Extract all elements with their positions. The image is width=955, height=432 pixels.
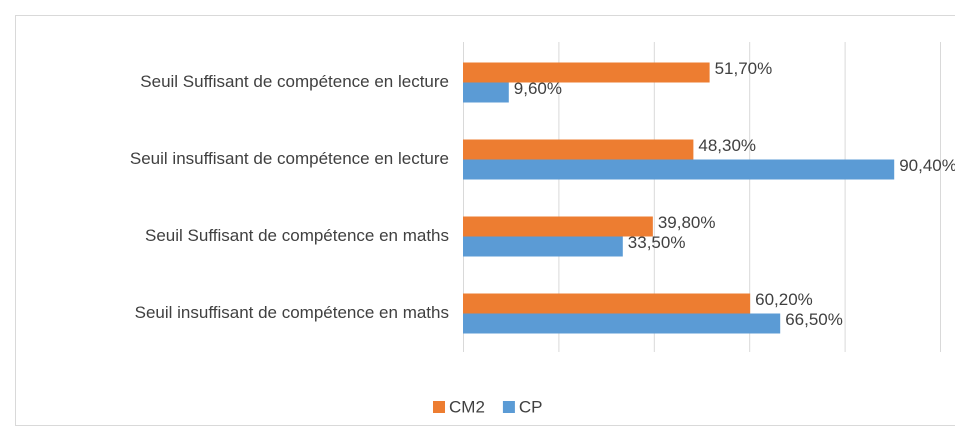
bar xyxy=(463,293,751,314)
y-tick-label: Seuil insuffisant de compétence en maths xyxy=(135,303,449,322)
legend-swatch xyxy=(502,401,515,413)
bar xyxy=(463,236,623,257)
bar xyxy=(463,62,710,83)
legend-label: CM2 xyxy=(449,397,485,416)
bar xyxy=(463,216,653,237)
value-label: 39,80% xyxy=(658,213,716,232)
bar xyxy=(463,139,694,160)
bar xyxy=(463,159,895,180)
y-tick-label: Seuil Suffisant de compétence en lecture xyxy=(140,72,449,91)
bar xyxy=(463,82,509,103)
legend-swatch xyxy=(433,401,445,413)
bar xyxy=(463,313,781,334)
value-label: 48,30% xyxy=(698,136,756,155)
value-label: 66,50% xyxy=(785,310,843,329)
value-label: 9,60% xyxy=(514,79,562,98)
value-label: 60,20% xyxy=(755,290,813,309)
value-label: 51,70% xyxy=(715,59,773,78)
legend-label: CP xyxy=(519,397,543,416)
value-label: 90,40% xyxy=(899,156,955,175)
value-label: 33,50% xyxy=(628,233,686,252)
y-tick-label: Seuil insuffisant de compétence en lectu… xyxy=(130,149,449,168)
y-tick-label: Seuil Suffisant de compétence en maths xyxy=(145,226,449,245)
